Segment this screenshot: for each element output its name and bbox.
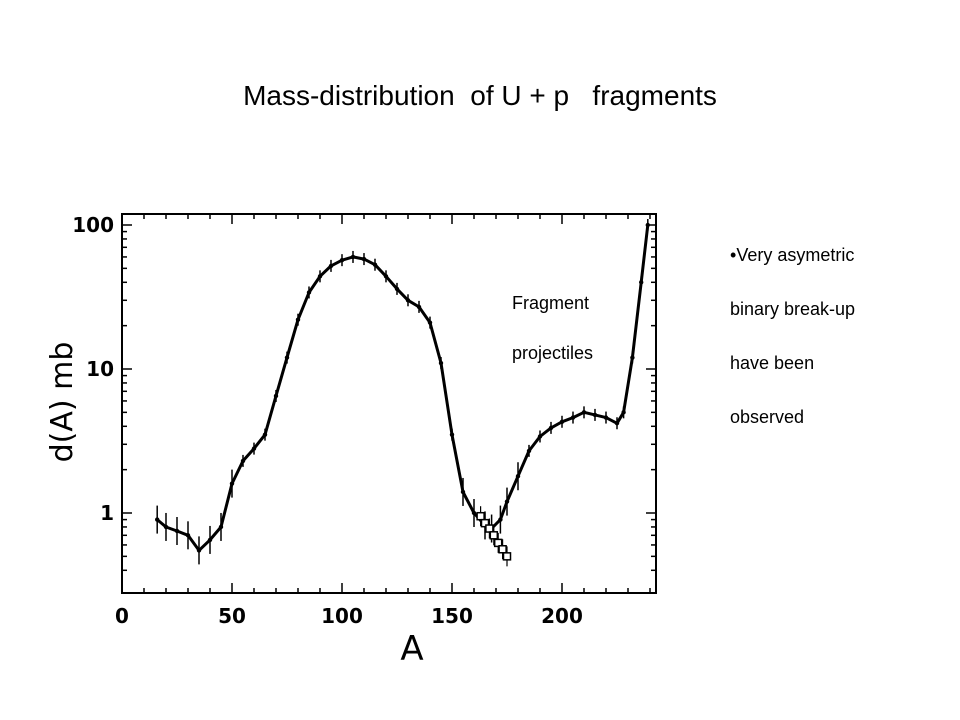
data-point <box>383 274 389 279</box>
data-point <box>196 548 202 553</box>
data-point <box>504 499 510 504</box>
data-point <box>306 290 312 295</box>
x-tick-label: 50 <box>218 604 246 628</box>
data-point <box>405 298 411 303</box>
data-point <box>174 528 180 534</box>
x-axis-label: A <box>400 629 423 669</box>
data-point <box>339 257 345 263</box>
bullet-line-4: observed <box>730 407 805 427</box>
data-point <box>471 510 477 516</box>
plot-border <box>121 213 657 594</box>
data-point <box>251 446 257 451</box>
data-point <box>328 263 334 269</box>
x-axis-ticks: 0 50 100 150 200 <box>115 214 651 628</box>
y-tick-label: 10 <box>86 357 114 381</box>
series-open-squares <box>476 506 512 567</box>
data-point <box>548 425 554 431</box>
annotation-line-2: projectiles <box>512 343 594 363</box>
data-point <box>621 410 626 415</box>
open-square-point <box>493 538 503 548</box>
bullet-line-2: binary break-up <box>730 299 856 319</box>
data-point <box>526 448 532 454</box>
data-point <box>603 415 609 420</box>
data-point <box>498 517 503 522</box>
data-point <box>295 317 301 322</box>
plot-frame <box>121 213 657 594</box>
data-point <box>645 222 650 228</box>
data-point <box>155 517 160 522</box>
y-tick-label: 100 <box>72 213 114 237</box>
data-point <box>163 524 169 530</box>
data-point <box>262 432 268 437</box>
data-point <box>372 262 378 267</box>
fragment-projectiles-annotation: Fragment projectiles <box>512 278 593 378</box>
data-point <box>592 412 598 418</box>
y-axis-label: d(A) mb <box>45 342 80 463</box>
open-square-point <box>476 511 485 521</box>
x-tick-label: 200 <box>541 604 583 628</box>
data-point <box>427 320 433 325</box>
data-point <box>559 419 565 424</box>
bullet-line-1: •Very asymetric <box>730 245 855 265</box>
bullet-line-3: have been <box>730 353 815 373</box>
open-square-point <box>489 531 499 540</box>
x-tick-label: 100 <box>321 604 363 628</box>
annotation-line-1: Fragment <box>512 293 590 313</box>
bullet-text: •Very asymetric binary break-up have bee… <box>730 228 940 444</box>
data-point <box>639 280 644 285</box>
data-point <box>449 432 455 437</box>
data-point <box>460 489 466 495</box>
data-point <box>273 393 279 399</box>
data-point <box>394 286 400 292</box>
data-point <box>350 254 356 260</box>
data-point <box>630 355 635 360</box>
data-point <box>438 360 444 366</box>
bullet-glyph: • <box>730 245 737 265</box>
open-square-point <box>498 545 507 554</box>
data-point <box>416 304 422 310</box>
data-point <box>229 481 235 486</box>
data-point <box>537 434 543 439</box>
y-axis-ticks: 1 10 100 <box>72 213 656 572</box>
slide-title: Mass-distribution of U + p fragments <box>243 80 717 111</box>
data-point <box>515 474 521 479</box>
y-tick-label: 1 <box>100 501 114 525</box>
open-square-point <box>480 518 490 528</box>
data-point <box>614 421 620 426</box>
data-point <box>218 524 224 530</box>
data-point <box>361 256 367 262</box>
series-main <box>155 219 650 565</box>
x-tick-label: 150 <box>431 604 473 628</box>
data-point <box>581 410 587 415</box>
data-point <box>207 537 213 543</box>
x-tick-label: 0 <box>115 604 129 628</box>
data-point <box>284 355 290 360</box>
open-square-point <box>485 524 494 533</box>
data-point <box>317 274 323 279</box>
data-point <box>570 415 576 420</box>
series-line <box>156 224 650 552</box>
open-square-point <box>502 552 512 561</box>
data-point <box>240 458 246 464</box>
data-point <box>185 533 191 538</box>
